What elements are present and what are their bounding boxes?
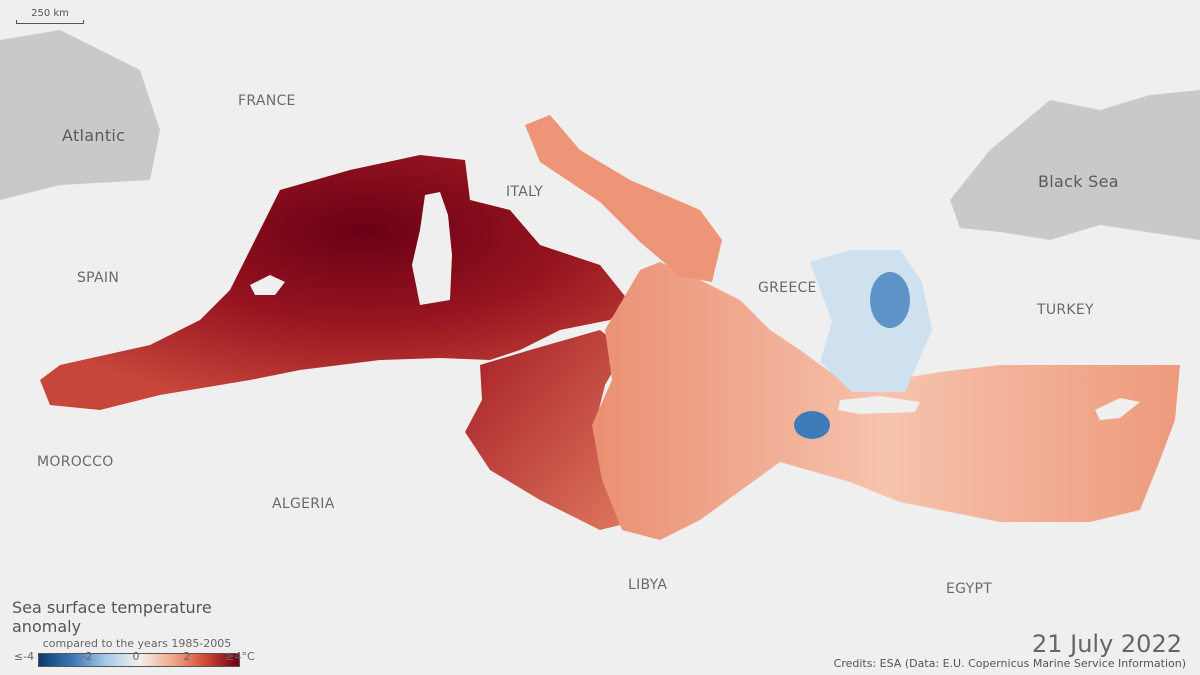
label-france: FRANCE <box>238 93 296 109</box>
cyprus <box>1095 398 1140 420</box>
atlantic-ocean <box>0 30 160 200</box>
corsica-sardinia <box>412 192 452 305</box>
legend-tick: ≤-4 <box>13 650 35 663</box>
legend-tick: ≥4°C <box>225 650 255 663</box>
western-mediterranean <box>40 155 628 410</box>
balearic-islands <box>250 275 285 295</box>
legend-tick: 0 <box>132 650 140 663</box>
legend-tick: -2 <box>81 650 93 663</box>
crete <box>838 396 920 414</box>
label-turkey: TURKEY <box>1037 302 1094 318</box>
legend: Sea surface temperature anomaly compared… <box>12 598 262 667</box>
scale-bar-line <box>16 20 84 24</box>
black-sea <box>950 90 1200 240</box>
label-atlantic: Atlantic <box>62 126 126 145</box>
legend-subtitle: compared to the years 1985-2005 <box>42 637 232 650</box>
crete-cold-anomaly <box>794 411 830 439</box>
label-morocco: MOROCCO <box>37 454 114 470</box>
label-algeria: ALGERIA <box>272 496 335 512</box>
scale-bar-label: 250 km <box>31 8 69 19</box>
aegean-cold-anomaly <box>870 272 910 328</box>
scale-bar: 250 km <box>16 8 84 24</box>
label-egypt: EGYPT <box>946 581 993 597</box>
legend-tick: 2 <box>183 650 191 663</box>
label-libya: LIBYA <box>628 577 668 593</box>
adriatic-sea <box>525 115 722 282</box>
credits: Credits: ESA (Data: E.U. Copernicus Mari… <box>833 657 1186 670</box>
label-spain: SPAIN <box>77 270 120 286</box>
central-mediterranean <box>465 330 640 530</box>
color-scale-bar <box>38 653 240 667</box>
label-italy: ITALY <box>506 184 544 200</box>
label-greece: GREECE <box>758 280 817 296</box>
legend-title: Sea surface temperature anomaly <box>12 598 212 636</box>
label-black-sea: Black Sea <box>1038 172 1119 191</box>
map-date: 21 July 2022 <box>1031 630 1182 658</box>
